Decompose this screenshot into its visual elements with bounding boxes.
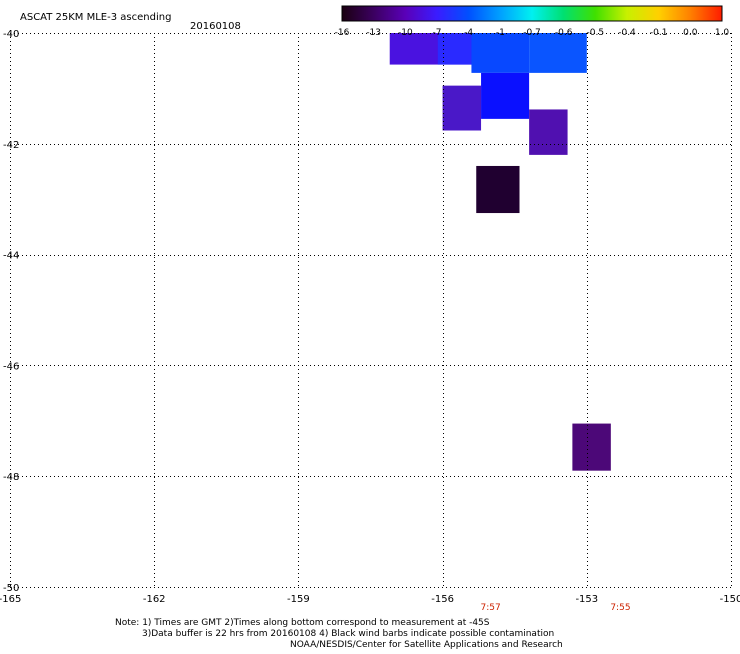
- data-cell-8: [572, 423, 611, 471]
- y-tick-label-2: -44: [3, 251, 19, 262]
- colorbar-label-4: -4: [464, 28, 473, 38]
- colorbar-label-2: -10: [398, 28, 413, 38]
- colorbar: -16 -13 -10 -7 -4 -1 -0.7 -0.6 -0.5 -0.4 -0.1 0.0 1.…: [335, 5, 730, 38]
- data-cell-5: [442, 85, 482, 131]
- footer-credit: NOAA/NESDIS/Center for Satellite Applica…: [290, 640, 563, 650]
- y-tick-label-5: -50: [3, 583, 19, 594]
- colorbar-bar: [341, 5, 723, 22]
- colorbar-label-12: 1.0: [715, 28, 730, 38]
- colorbar-label-7: -0.6: [555, 28, 573, 38]
- footer-note-line1: Note: 1) Times are GMT 2)Times along bot…: [115, 618, 490, 628]
- data-cell-7: [476, 165, 520, 214]
- x-tick-label-4: -153: [575, 594, 598, 605]
- data-cell-2: [471, 33, 530, 73]
- axis-ticks: -165 -162 -159 -156 -153 -150 -40 -42 -44 -46 -48 -…: [0, 29, 740, 605]
- time-labels: 7:57 7:55: [481, 603, 631, 613]
- x-tick-label-5: -150: [720, 594, 740, 605]
- y-tick-label-3: -46: [3, 361, 19, 372]
- chart-title: ASCAT 25KM MLE-3 ascending: [20, 12, 171, 23]
- chart-date: 20160108: [190, 21, 241, 32]
- colorbar-label-1: -13: [366, 28, 381, 38]
- x-tick-label-3: -156: [431, 594, 454, 605]
- time-label-1: 7:55: [610, 603, 630, 613]
- colorbar-label-8: -0.5: [587, 28, 605, 38]
- time-label-0: 7:57: [481, 603, 501, 613]
- colorbar-label-10: -0.1: [650, 28, 668, 38]
- colorbar-label-3: -7: [433, 28, 442, 38]
- x-tick-label-2: -159: [287, 594, 310, 605]
- data-cell-3: [529, 33, 587, 73]
- x-tick-label-0: -165: [0, 594, 21, 605]
- colorbar-label-0: -16: [335, 28, 350, 38]
- footer-note-line2: 3)Data buffer is 22 hrs from 20160108 4)…: [142, 629, 554, 639]
- colorbar-label-6: -0.7: [523, 28, 541, 38]
- data-cell-4: [481, 72, 530, 119]
- y-tick-label-0: -40: [3, 29, 19, 40]
- data-cells: [389, 33, 611, 471]
- colorbar-label-5: -1: [496, 28, 505, 38]
- colorbar-label-9: -0.4: [618, 28, 636, 38]
- data-cell-6: [529, 109, 568, 155]
- y-tick-label-4: -48: [3, 472, 19, 483]
- y-tick-label-1: -42: [3, 140, 19, 151]
- x-tick-label-1: -162: [143, 594, 166, 605]
- grid: [10, 33, 732, 588]
- colorbar-label-11: 0.0: [683, 28, 698, 38]
